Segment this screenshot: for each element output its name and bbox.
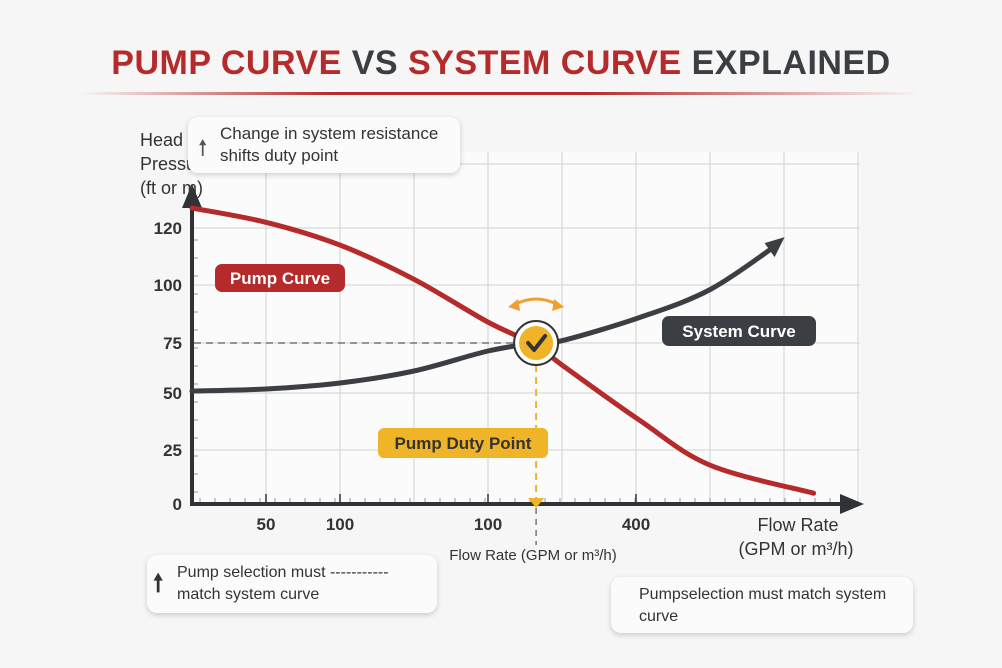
duty-point — [519, 326, 554, 360]
arrow-up-icon: 🠕 — [153, 570, 164, 597]
y-axis-arrow-icon — [182, 184, 202, 208]
x-tick-label: 50 — [257, 515, 276, 534]
x-axis-arrow-icon — [840, 494, 864, 514]
arrow-up-icon: 🠕 — [198, 135, 208, 160]
y-tick-label: 50 — [163, 384, 182, 403]
callout-bottom-right: Pumpselection must match system curve — [611, 577, 913, 633]
shift-arrow-right-icon — [552, 299, 565, 311]
x-axis-label-units: (GPM or m³/h) — [739, 539, 854, 559]
callout-bottom-left: 🠕 Pump selection must ----------- match … — [147, 555, 437, 613]
x-axis-label: Flow Rate — [757, 515, 838, 535]
y-tick-label: 75 — [163, 334, 182, 353]
y-tick-label: 25 — [163, 441, 182, 460]
y-axis-label: Head / Pressure (ft or m) — [140, 130, 213, 198]
system-curve-arrow-icon — [764, 237, 785, 258]
title-underline — [80, 92, 920, 95]
x-axis-label-center: Flow Rate (GPM or m³/h) — [449, 547, 617, 564]
x-tick-label: 100 — [474, 515, 502, 534]
x-tick-label: 400 — [622, 515, 650, 534]
callout-top: 🠕 Change in system resistance shifts dut… — [188, 117, 460, 173]
page-title: PUMP CURVE VS SYSTEM CURVE EXPLAINED — [111, 44, 891, 82]
check-icon — [526, 334, 548, 352]
y-tick-label: 100 — [154, 276, 182, 295]
y-tick-label: 0 — [173, 495, 182, 514]
duty-point-marker-icon — [528, 498, 545, 508]
x-tick-label: 100 — [326, 515, 354, 534]
system-curve-label: System Curve — [682, 322, 795, 341]
shift-arrow-left-icon — [508, 299, 521, 311]
pump-curve-label: Pump Curve — [230, 269, 330, 288]
pump-curve-label-bg — [215, 264, 345, 292]
y-tick-label: 120 — [154, 219, 182, 238]
system-curve-label-bg — [662, 316, 816, 346]
duty-point-label: Pump Duty Point — [395, 434, 532, 453]
duty-point-label-bg — [378, 428, 548, 458]
